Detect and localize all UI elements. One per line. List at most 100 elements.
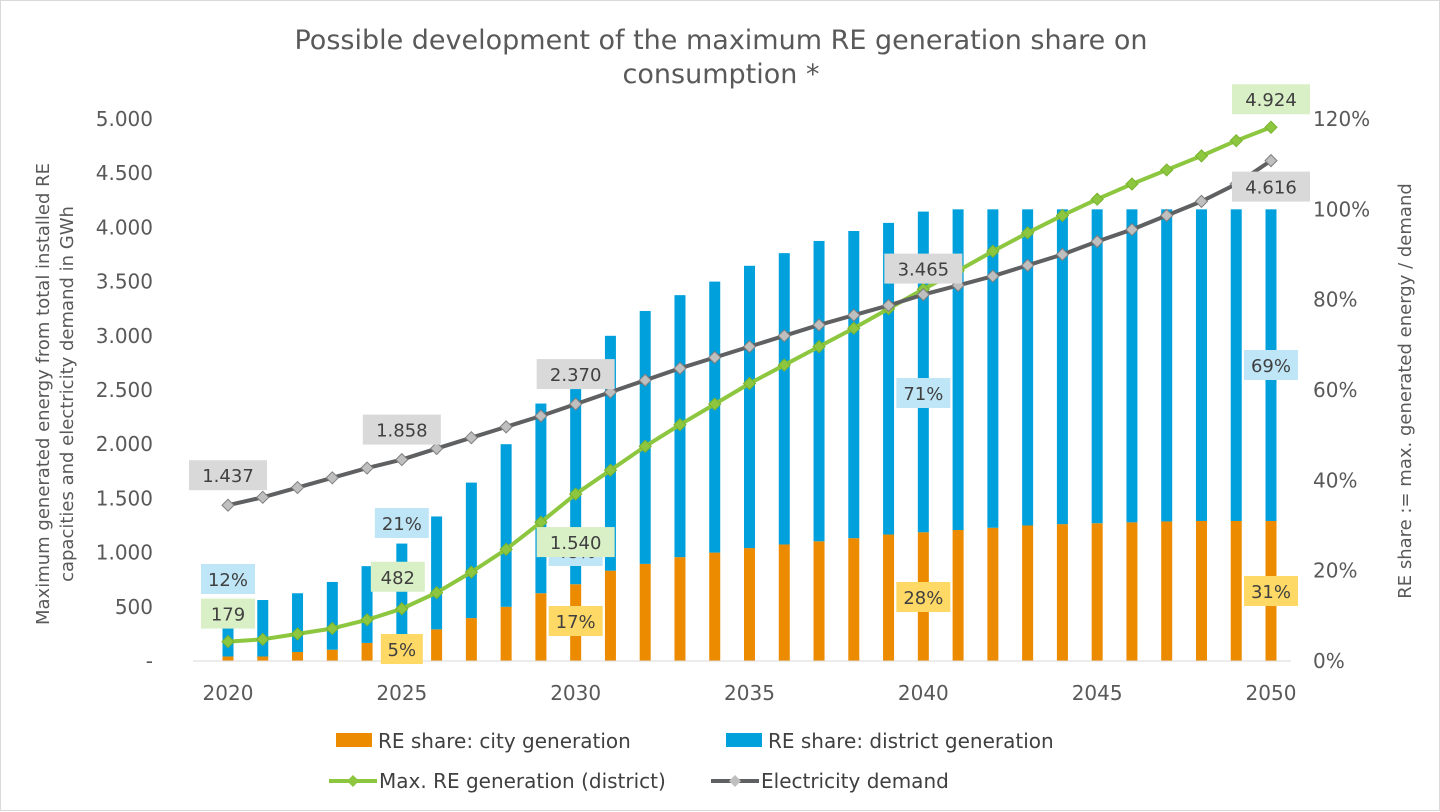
bar-city	[1056, 524, 1068, 661]
bar-city	[500, 606, 512, 661]
bar-district	[431, 516, 443, 630]
bar-city	[813, 541, 825, 661]
point-demand	[568, 397, 583, 411]
ticks-layer: - 500 1.000 1.500 2.000 2.500 3.000 3.500 4.000 4…	[96, 107, 1370, 705]
bar-city	[848, 538, 860, 661]
data-label-bg	[189, 460, 267, 491]
bar-city	[465, 618, 477, 661]
bar-city	[604, 570, 616, 661]
data-label-bg	[374, 508, 429, 538]
point-demand	[464, 430, 479, 445]
bar-district	[848, 231, 860, 539]
bar-city	[1091, 523, 1103, 661]
y2-tick-label: 0%	[1313, 649, 1345, 673]
point-demand	[499, 420, 513, 434]
bar-city	[431, 629, 443, 661]
y-tick-label: 4.000	[96, 215, 153, 239]
point-generation	[708, 397, 722, 411]
point-generation	[986, 244, 1000, 258]
bar-city	[361, 642, 373, 661]
y-axis-label: Maximum generated energy from total inst…	[33, 163, 54, 625]
bar-district	[1091, 209, 1103, 524]
data-label: 1.437	[202, 466, 254, 487]
data-label-bg	[380, 634, 423, 664]
point-demand	[847, 308, 861, 322]
y2-tick-label: 120%	[1313, 107, 1370, 131]
bar-district	[257, 600, 269, 657]
bar-district	[1022, 209, 1034, 526]
data-label: 4.924	[1245, 90, 1297, 111]
data-label-bg	[1232, 171, 1310, 202]
point-demand	[638, 373, 652, 387]
bar-city	[1126, 522, 1138, 661]
chart-title-line-2: consumption *	[623, 59, 820, 90]
point-generation	[812, 339, 826, 354]
data-label-bg	[370, 561, 425, 592]
bar-city	[1195, 520, 1207, 661]
point-generation	[1090, 192, 1104, 206]
data-label-bg	[201, 598, 255, 629]
legend-marker-electricity-demand	[729, 775, 741, 787]
data-label-bg	[362, 414, 441, 445]
y-tick-label: 2.000	[96, 432, 153, 456]
point-demand	[1020, 258, 1035, 273]
chart-title-line-1: Possible development of the maximum RE g…	[294, 25, 1147, 56]
bar-district	[917, 211, 929, 533]
lines-layer	[221, 120, 1278, 649]
bar-district	[326, 581, 338, 650]
bar-district	[604, 335, 616, 571]
legend-label-max-re-generation-district: Max. RE generation (district)	[379, 769, 666, 793]
point-demand	[1125, 222, 1139, 237]
x-tick-label: 2045	[1072, 681, 1123, 705]
point-demand	[1055, 247, 1070, 262]
y2-tick-label: 20%	[1313, 559, 1357, 583]
point-demand	[742, 339, 757, 354]
point-demand	[986, 269, 1000, 283]
data-label: 69%	[1251, 356, 1291, 377]
y-tick-label: 2.500	[96, 378, 153, 402]
point-generation	[1194, 149, 1209, 163]
data-label: 1.540	[550, 533, 602, 554]
legend-label-electricity-demand: Electricity demand	[761, 769, 949, 793]
y2-tick-label: 40%	[1313, 468, 1357, 492]
bar-city	[883, 534, 895, 661]
x-tick-label: 2035	[724, 681, 775, 705]
y-tick-label: 3.000	[96, 324, 153, 348]
legend-swatch-re-share-district-generation	[726, 733, 762, 747]
point-demand	[777, 329, 791, 343]
data-label-bg	[896, 582, 951, 612]
point-generation	[290, 627, 305, 641]
bar-district	[1195, 209, 1207, 521]
bar-district	[744, 265, 755, 549]
data-label: 28%	[903, 588, 943, 609]
legend-label-re-share-district-generation: RE share: district generation	[768, 729, 1054, 753]
point-generation	[429, 586, 444, 600]
bar-district	[952, 209, 964, 531]
point-generation	[1159, 163, 1174, 177]
point-demand	[1264, 153, 1278, 168]
point-generation	[1264, 120, 1278, 134]
point-demand	[673, 361, 687, 376]
bar-district	[1056, 209, 1068, 525]
point-demand	[534, 409, 548, 423]
bar-city	[709, 552, 721, 661]
data-label: 482	[381, 568, 415, 589]
bar-city	[1022, 525, 1034, 661]
point-generation	[325, 621, 340, 636]
point-demand	[708, 350, 722, 365]
bar-city	[987, 527, 999, 661]
bar-city	[326, 649, 338, 661]
point-generation	[395, 602, 409, 616]
point-demand	[429, 441, 444, 456]
data-label: 5%	[388, 640, 417, 661]
y2-tick-label: 80%	[1313, 288, 1357, 312]
point-generation	[1125, 177, 1139, 191]
point-generation	[256, 632, 270, 647]
data-label: 31%	[1251, 582, 1291, 603]
bar-district	[987, 209, 999, 528]
point-generation	[603, 463, 618, 477]
bar-city	[778, 544, 790, 661]
bar-district	[813, 240, 825, 542]
data-label: 17%	[556, 612, 596, 633]
